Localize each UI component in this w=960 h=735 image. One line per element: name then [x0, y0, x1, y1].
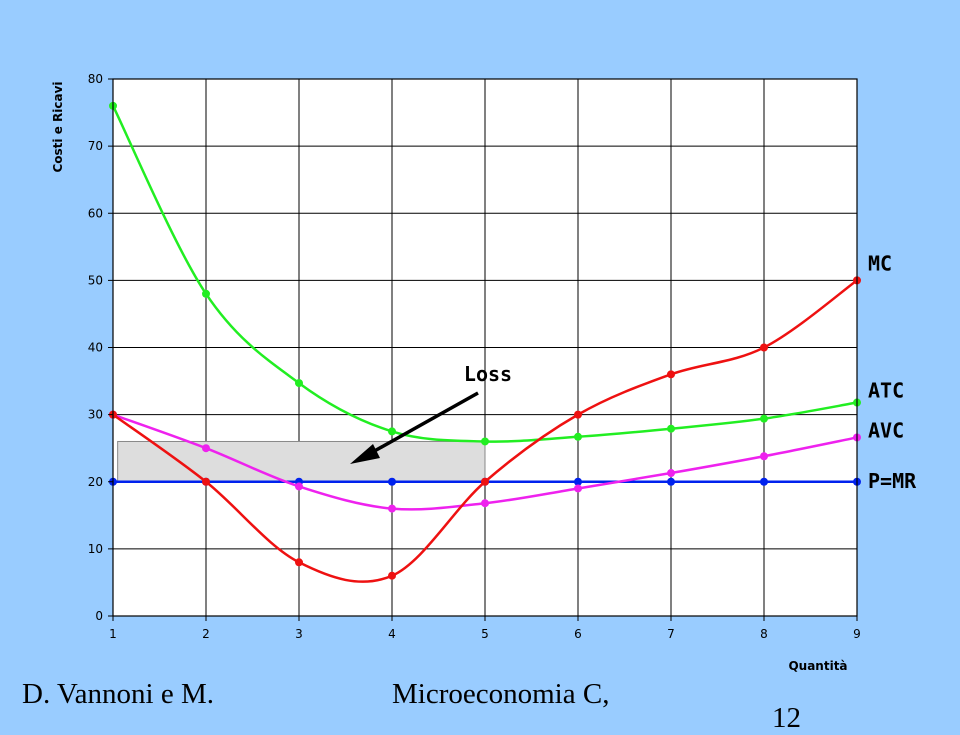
x-tick-label: 8: [760, 627, 768, 641]
x-tick-label: 6: [574, 627, 582, 641]
avc-point: [295, 482, 303, 491]
pmr-label: P=MR: [868, 469, 917, 493]
loss-arrow-line: [361, 391, 479, 460]
curves: [109, 101, 861, 583]
atc-point: [481, 437, 489, 446]
x-tick-label: 9: [853, 627, 861, 641]
mc-label: MC: [868, 251, 892, 275]
mc-point: [388, 571, 396, 580]
loss-arrow-head: [350, 444, 380, 464]
y-tick-label: 70: [88, 139, 103, 153]
avc-label: AVC: [868, 418, 904, 442]
avc-point: [202, 444, 210, 453]
pmr-point: [388, 477, 396, 486]
y-tick-label: 80: [88, 72, 103, 86]
y-tick-label: 40: [88, 341, 103, 355]
mc-point: [295, 558, 303, 567]
page-number: 12: [772, 702, 801, 734]
x-tick-label: 7: [667, 627, 675, 641]
footer-author: D. Vannoni e M.: [22, 678, 214, 710]
mc-point: [574, 410, 582, 419]
y-tick-label: 30: [88, 408, 103, 422]
atc-label: ATC: [868, 379, 904, 403]
x-axis-label: Quantità: [788, 659, 847, 673]
x-tick-label: 4: [388, 627, 396, 641]
y-axis-ticks: 0 10 20 30 40 50 60 70 80: [88, 72, 113, 623]
mc-point: [667, 370, 675, 379]
mc-point: [760, 343, 768, 352]
avc-point: [760, 452, 768, 461]
y-tick-label: 50: [88, 273, 103, 287]
atc-point: [760, 414, 768, 423]
x-tick-label: 5: [481, 627, 489, 641]
atc-point: [667, 424, 675, 433]
y-tick-label: 60: [88, 206, 103, 220]
mc-curve: [112, 279, 858, 583]
atc-point: [295, 379, 303, 388]
y-axis-label: Costi e Ricavi: [51, 81, 65, 172]
pmr-point: [760, 477, 768, 486]
atc-point: [388, 427, 396, 436]
cost-revenue-chart: 0 10 20 30 40 50 60 70 80 1 2 3 4 5 6 7 8 9 P=MR AVC ATC MC…: [51, 72, 917, 673]
avc-point: [667, 469, 675, 478]
atc-point: [202, 289, 210, 298]
x-tick-label: 3: [295, 627, 303, 641]
series-labels: P=MR AVC ATC MC: [868, 251, 917, 492]
loss-area: [117, 440, 486, 483]
atc-point: [574, 432, 582, 441]
pmr-point: [667, 477, 675, 486]
avc-point: [481, 499, 489, 508]
x-axis-ticks: 1 2 3 4 5 6 7 8 9: [109, 616, 861, 641]
y-tick-label: 10: [88, 542, 103, 556]
mc-point: [202, 477, 210, 486]
x-tick-label: 1: [109, 627, 117, 641]
pmr-point: [574, 477, 582, 486]
avc-point: [574, 484, 582, 493]
loss-label: Loss: [464, 362, 512, 386]
y-tick-label: 0: [95, 609, 103, 623]
footer-course: Microeconomia C,: [392, 678, 610, 710]
avc-point: [388, 504, 396, 513]
y-tick-label: 20: [88, 475, 103, 489]
mc-point: [481, 477, 489, 486]
x-tick-label: 2: [202, 627, 210, 641]
